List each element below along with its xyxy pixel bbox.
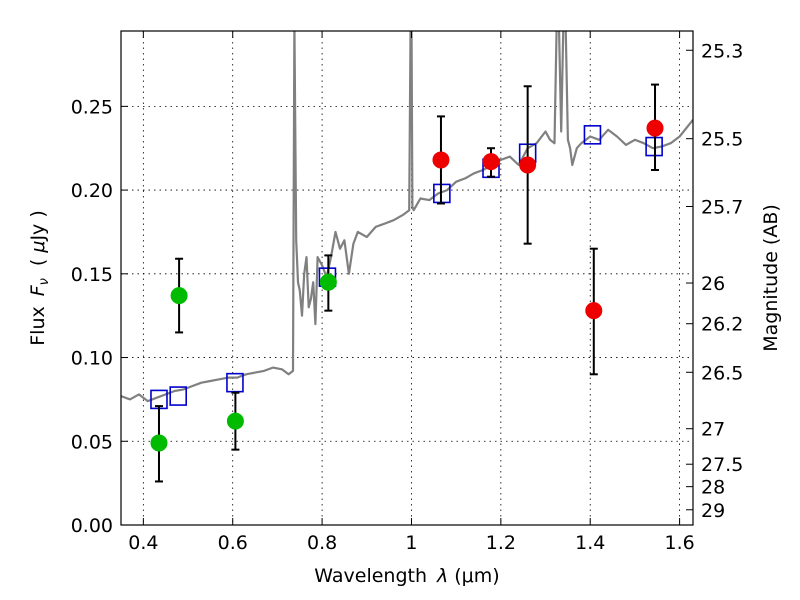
green-data-point	[170, 287, 188, 305]
y-axis-label-symbol: F	[27, 284, 49, 296]
y-tick-label: 0.20	[71, 180, 113, 202]
plot-frame	[120, 30, 694, 526]
red-data-point	[646, 119, 664, 137]
y2-tick-label: 29	[701, 500, 725, 522]
plot-area	[121, 31, 693, 403]
model-square-point	[226, 372, 244, 393]
y-axis-label-subscript: ν	[37, 278, 52, 285]
red-data-point	[482, 153, 500, 171]
x-tick-label: 0.6	[218, 532, 248, 554]
x-axis-label: Wavelength λ (μm)	[314, 565, 499, 587]
y-tick-label: 0.05	[71, 431, 113, 453]
x-tick-label: 1.4	[575, 532, 605, 554]
green-data-point	[226, 412, 244, 430]
y-axis-label-prefix: Flux	[27, 306, 49, 346]
x-tick-label: 1.2	[486, 532, 516, 554]
y-axis-label-mu: μ	[27, 241, 49, 254]
x-tick-label: 0.4	[128, 532, 158, 554]
x-tick-label: 0.8	[307, 532, 337, 554]
y2-tick-label: 25.7	[701, 196, 743, 218]
y-tick-label: 0.00	[71, 515, 113, 537]
markers	[150, 83, 664, 483]
y-axis-label-unit: Jy )	[27, 210, 49, 241]
red-data-point	[432, 151, 450, 169]
model-square-point	[583, 125, 602, 145]
y2-axis-label: Magnitude (AB)	[760, 204, 782, 352]
spectrum-line	[121, 31, 693, 403]
y-tick-label: 0.15	[71, 264, 113, 286]
y2-tick-label: 26.5	[701, 362, 743, 384]
x-tick-label: 1.6	[664, 532, 694, 554]
green-data-point	[150, 434, 168, 452]
y2-tick-label: 27.5	[701, 454, 743, 476]
y-tick-label: 0.10	[71, 348, 113, 370]
y-tick-label: 0.25	[71, 96, 113, 118]
y2-tick-label: 26.2	[701, 314, 743, 336]
red-data-point	[519, 156, 537, 174]
y2-tick-label: 26	[701, 273, 725, 295]
x-axis-label-symbol: λ	[436, 565, 448, 587]
model-square-point	[169, 386, 187, 406]
x-axis-label-unit: (μm)	[454, 565, 499, 587]
red-data-point	[585, 302, 603, 320]
y-axis-label: Flux Fν ( μJy )	[27, 210, 52, 346]
x-tick-label: 1	[405, 532, 417, 554]
y2-tick-label: 25.3	[701, 40, 743, 62]
y2-tick-label: 25.5	[701, 129, 743, 151]
y-axis-label-open-paren: (	[27, 259, 49, 266]
axes: 0.4 0.6 0.8 1 1.2 1.4 1.6 0.00 0.05 0.10 0.15 0.20 0…	[71, 31, 743, 554]
x-axis-label-prefix: Wavelength	[314, 565, 427, 587]
green-data-point	[319, 273, 337, 291]
y2-tick-label: 27	[701, 419, 725, 441]
grid	[121, 31, 693, 526]
y2-tick-label: 28	[701, 477, 725, 499]
